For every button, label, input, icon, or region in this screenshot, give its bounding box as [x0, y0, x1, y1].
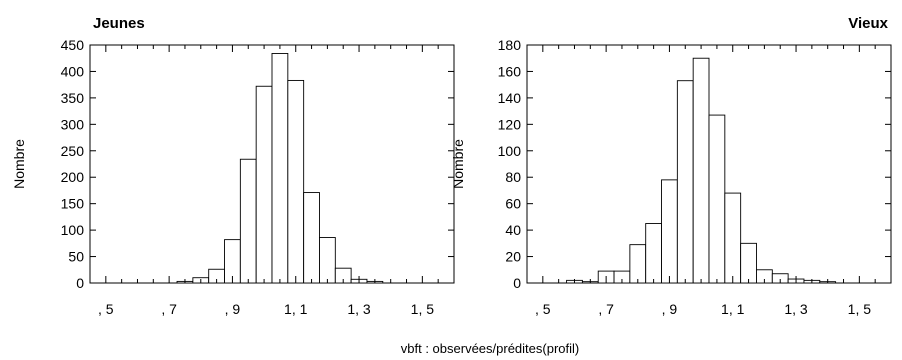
y-tick-label-vieux: 160 — [498, 63, 522, 79]
chart-title-jeunes: Jeunes — [93, 15, 145, 32]
y-tick-label-jeunes: 400 — [61, 63, 85, 79]
axes-jeunes: 0 50 100 150 200 250 300 350 400 450 , 5 , 7 , 9 1, 1… — [61, 37, 455, 317]
x-tick-label-jeunes: 1, 5 — [411, 301, 435, 317]
chart-title-vieux: Vieux — [848, 15, 888, 32]
y-tick-label-vieux: 40 — [505, 222, 521, 238]
y-tick-label-jeunes: 200 — [61, 169, 85, 185]
x-tick-label-vieux: , 7 — [598, 301, 614, 317]
histogram-bar-vieux — [676, 80, 694, 284]
y-tick-label-vieux: 140 — [498, 90, 522, 106]
y-tick-label-jeunes: 100 — [61, 222, 85, 238]
histogram-bar-vieux — [692, 57, 710, 284]
histogram-bar-jeunes — [287, 79, 305, 284]
histogram-bar-vieux — [645, 223, 662, 284]
histogram-panel-vieux: 0 20 40 60 80 100 120 140 160 180 , 5 , 7 , 9 1, 1 1, … — [450, 15, 892, 317]
y-tick-label-jeunes: 350 — [61, 90, 85, 106]
x-tick-label-vieux: , 9 — [662, 301, 678, 317]
histogram-bar-vieux — [708, 114, 726, 284]
x-tick-label-jeunes: 1, 3 — [347, 301, 371, 317]
x-tick-label-vieux: 1, 5 — [848, 301, 872, 317]
y-tick-label-jeunes: 50 — [68, 249, 84, 265]
x-tick-label-jeunes: , 5 — [98, 301, 114, 317]
histogram-bar-jeunes — [319, 237, 336, 284]
y-tick-label-vieux: 180 — [498, 37, 522, 53]
histogram-bar-vieux — [740, 242, 757, 284]
shared-x-axis-label: vbft : observées/prédites(profil) — [401, 341, 579, 356]
y-axis-label-jeunes: Nombre — [11, 139, 27, 189]
y-tick-label-jeunes: 0 — [76, 275, 84, 291]
y-tick-label-vieux: 20 — [505, 249, 521, 265]
histogram-bar-jeunes — [303, 192, 320, 284]
histogram-bar-jeunes — [255, 85, 273, 284]
y-axis-label-vieux: Nombre — [450, 139, 466, 189]
x-tick-label-jeunes: 1, 1 — [284, 301, 308, 317]
y-tick-label-vieux: 100 — [498, 143, 522, 159]
x-tick-label-jeunes: , 9 — [225, 301, 241, 317]
y-tick-label-vieux: 80 — [505, 169, 521, 185]
histogram-bar-jeunes — [239, 158, 257, 284]
histogram-bar-vieux — [661, 179, 678, 284]
x-tick-label-vieux: 1, 1 — [721, 301, 745, 317]
histogram-bar-jeunes — [271, 53, 289, 284]
y-tick-label-jeunes: 150 — [61, 196, 85, 212]
y-tick-label-jeunes: 450 — [61, 37, 85, 53]
bars-jeunes — [176, 53, 384, 284]
y-tick-label-jeunes: 250 — [61, 143, 85, 159]
histogram-bar-vieux — [629, 244, 647, 284]
y-tick-label-vieux: 60 — [505, 196, 521, 212]
histogram-panel-jeunes: 0 50 100 150 200 250 300 350 400 450 , 5 , 7 , 9 1, 1… — [11, 15, 455, 317]
x-tick-label-vieux: , 5 — [535, 301, 551, 317]
y-tick-label-vieux: 0 — [513, 275, 521, 291]
axes-vieux: 0 20 40 60 80 100 120 140 160 180 , 5 , 7 , 9 1, 1 1, … — [498, 37, 892, 317]
x-tick-label-vieux: 1, 3 — [784, 301, 808, 317]
y-tick-label-jeunes: 300 — [61, 116, 85, 132]
y-tick-label-vieux: 120 — [498, 116, 522, 132]
histogram-bar-vieux — [724, 192, 742, 284]
bars-vieux — [566, 57, 837, 284]
x-tick-label-jeunes: , 7 — [161, 301, 177, 317]
